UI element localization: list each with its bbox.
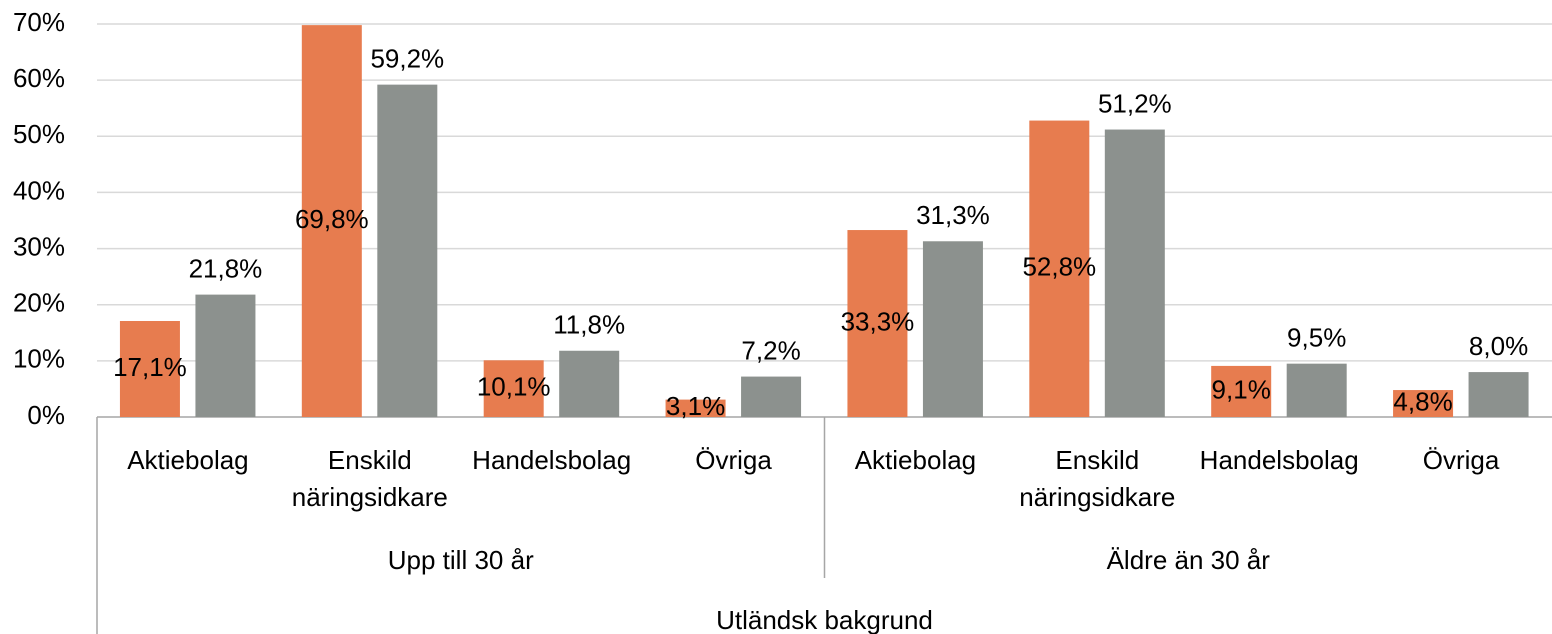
x-tick-label: Handelsbolag bbox=[1199, 445, 1359, 475]
data-label: 31,3% bbox=[916, 200, 990, 230]
data-label: 10,1% bbox=[477, 372, 551, 402]
x-tick-label: Enskild näringsidkare bbox=[291, 445, 448, 512]
bar bbox=[195, 294, 256, 417]
x-tick-label: Enskild näringsidkare bbox=[1019, 445, 1176, 512]
bar bbox=[847, 230, 908, 417]
x-tick-label: Aktiebolag bbox=[127, 445, 249, 475]
data-label: 7,2% bbox=[741, 335, 800, 365]
bar bbox=[741, 376, 802, 417]
x-tick-label: Aktiebolag bbox=[854, 445, 977, 475]
data-label: 8,0% bbox=[1469, 331, 1528, 361]
data-label: 4,8% bbox=[1393, 386, 1452, 416]
data-label: 69,8% bbox=[295, 204, 369, 234]
data-label: 21,8% bbox=[189, 253, 263, 283]
supergroup-label: Utländsk bakgrund bbox=[716, 605, 933, 634]
bar bbox=[665, 399, 726, 417]
bar bbox=[1029, 120, 1090, 418]
group-label: Upp till 30 år bbox=[387, 545, 534, 575]
y-tick-label: 70% bbox=[13, 7, 65, 37]
bar bbox=[1286, 363, 1347, 417]
bar bbox=[1211, 365, 1272, 417]
bar bbox=[559, 350, 620, 417]
data-label: 9,1% bbox=[1212, 374, 1271, 404]
x-tick-label: Övriga bbox=[1422, 445, 1500, 475]
data-label: 11,8% bbox=[553, 310, 625, 340]
y-tick-label: 30% bbox=[13, 231, 65, 261]
y-tick-label: 60% bbox=[13, 63, 65, 93]
data-label: 3,1% bbox=[666, 391, 725, 421]
x-tick-label: Övriga bbox=[695, 445, 772, 475]
bar bbox=[377, 84, 438, 418]
x-tick-label: Handelsbolag bbox=[472, 445, 632, 475]
y-tick-label: 40% bbox=[13, 175, 65, 205]
group-label: Äldre än 30 år bbox=[1106, 545, 1270, 575]
bar bbox=[119, 320, 180, 417]
data-label: 52,8% bbox=[1022, 252, 1096, 282]
bar bbox=[1468, 372, 1529, 417]
y-tick-label: 10% bbox=[13, 344, 65, 374]
data-label: 33,3% bbox=[841, 306, 915, 336]
bar bbox=[1393, 390, 1454, 417]
y-tick-label: 50% bbox=[13, 119, 65, 149]
bar bbox=[483, 360, 544, 417]
y-tick-label: 20% bbox=[13, 288, 65, 318]
bar bbox=[1104, 129, 1165, 417]
data-label: 17,1% bbox=[113, 352, 187, 382]
bar bbox=[301, 25, 362, 417]
y-tick-label: 0% bbox=[27, 400, 65, 430]
data-label: 9,5% bbox=[1287, 323, 1346, 353]
bar bbox=[922, 241, 983, 417]
data-label: 59,2% bbox=[370, 44, 444, 74]
data-label: 51,2% bbox=[1098, 88, 1172, 118]
